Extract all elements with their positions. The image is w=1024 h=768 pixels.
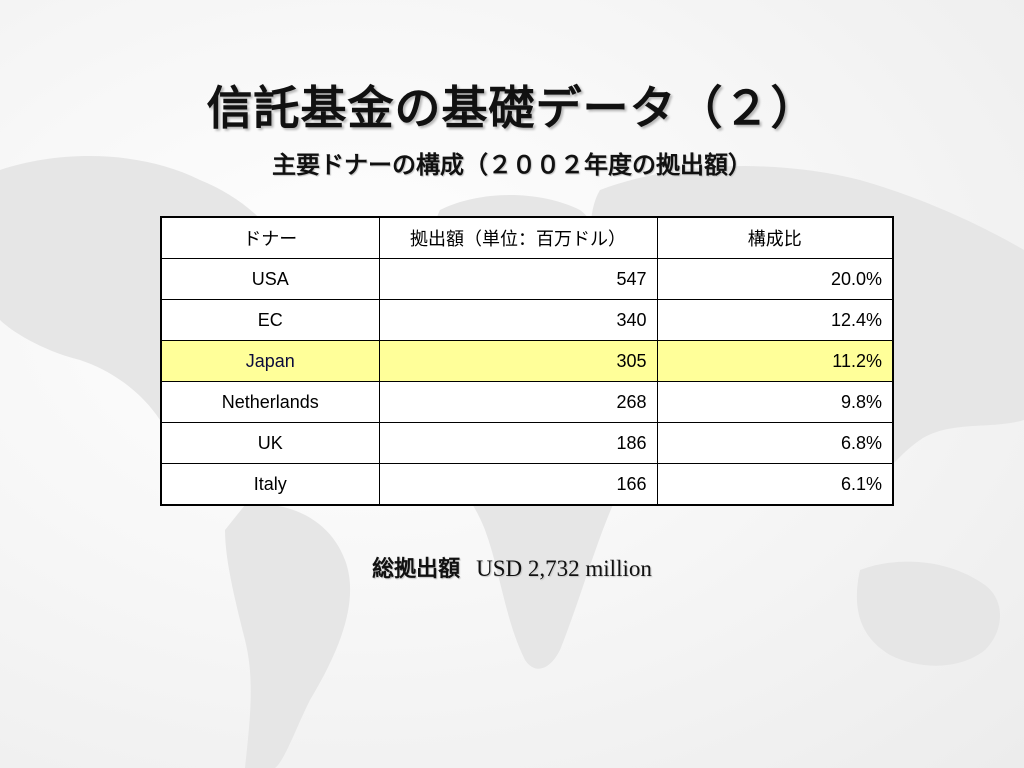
- header-donor: ドナー: [160, 216, 380, 259]
- table-row-highlighted: Japan 305 11.2%: [160, 340, 894, 382]
- amount-cell: 186: [378, 422, 658, 464]
- donor-cell: Italy: [160, 463, 380, 506]
- share-cell: 20.0%: [656, 258, 894, 300]
- amount-cell: 305: [378, 340, 658, 382]
- total-label: 総拠出額: [372, 557, 461, 582]
- table-row: UK 186 6.8%: [160, 422, 894, 464]
- australia-shape: [856, 561, 1000, 666]
- south-america-shape: [225, 504, 351, 768]
- share-cell: 6.8%: [656, 422, 894, 464]
- total-contribution: 総拠出額 USD 2,732 million: [0, 552, 1024, 587]
- amount-cell: 340: [378, 299, 658, 341]
- table-row: EC 340 12.4%: [160, 299, 894, 341]
- total-value: USD 2,732 million: [476, 556, 652, 581]
- donor-cell: USA: [160, 258, 380, 300]
- slide-title: 信託基金の基礎データ（２）: [206, 81, 818, 135]
- donor-cell: UK: [160, 422, 380, 464]
- donor-table: ドナー 拠出額（単位：百万ドル） 構成比 USA 547 20.0% EC 34…: [160, 216, 894, 506]
- share-cell: 11.2%: [656, 340, 894, 382]
- header-share: 構成比: [656, 216, 894, 259]
- donor-cell: EC: [160, 299, 380, 341]
- table-row: Netherlands 268 9.8%: [160, 381, 894, 423]
- amount-cell: 268: [378, 381, 658, 423]
- donor-cell: Japan: [160, 340, 380, 382]
- table-row: USA 547 20.0%: [160, 258, 894, 300]
- slide-subtitle: 主要ドナーの構成（２００２年度の拠出額）: [272, 151, 752, 179]
- header-amount: 拠出額（単位：百万ドル）: [378, 216, 658, 259]
- amount-cell: 547: [378, 258, 658, 300]
- donor-cell: Netherlands: [160, 381, 380, 423]
- table-header-row: ドナー 拠出額（単位：百万ドル） 構成比: [160, 216, 894, 259]
- table-row: Italy 166 6.1%: [160, 463, 894, 506]
- share-cell: 12.4%: [656, 299, 894, 341]
- amount-cell: 166: [378, 463, 658, 506]
- share-cell: 9.8%: [656, 381, 894, 423]
- share-cell: 6.1%: [656, 463, 894, 506]
